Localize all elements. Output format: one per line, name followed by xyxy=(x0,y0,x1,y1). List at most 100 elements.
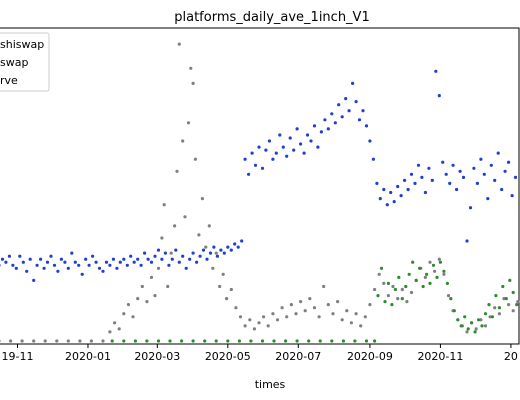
data-point-swap xyxy=(373,287,377,292)
data-point-swap xyxy=(20,339,24,343)
data-point-rve xyxy=(414,278,418,282)
data-point-swap xyxy=(238,315,243,319)
data-point-shiswap xyxy=(361,109,365,113)
data-point-swap xyxy=(262,315,266,319)
data-point-swap xyxy=(183,215,187,219)
x-tick-label: 2020-09 xyxy=(347,350,393,363)
data-point-shiswap xyxy=(250,151,254,155)
data-point-shiswap xyxy=(205,257,209,261)
data-point-shiswap xyxy=(0,264,1,267)
data-point-swap xyxy=(502,297,506,301)
data-point-shiswap xyxy=(94,260,98,264)
data-point-shiswap xyxy=(149,260,154,264)
data-point-swap xyxy=(221,272,225,276)
data-point-swap xyxy=(160,236,164,240)
data-point-swap xyxy=(191,81,195,85)
data-point-shiswap xyxy=(101,269,105,273)
data-point-swap xyxy=(516,300,520,304)
data-point-swap xyxy=(166,284,170,289)
data-point-shiswap xyxy=(292,148,296,152)
data-point-swap xyxy=(437,257,441,261)
data-point-shiswap xyxy=(35,263,39,267)
data-point-shiswap xyxy=(278,133,282,137)
data-point-rve xyxy=(307,339,311,343)
data-point-swap xyxy=(243,324,247,328)
data-point-shiswap xyxy=(104,260,109,264)
data-point-shiswap xyxy=(333,121,337,125)
data-point-shiswap xyxy=(396,184,400,189)
data-point-shiswap xyxy=(351,81,355,85)
data-point-shiswap xyxy=(153,254,157,258)
data-point-shiswap xyxy=(409,172,414,176)
data-point-shiswap xyxy=(441,160,445,164)
data-point-shiswap xyxy=(392,200,396,204)
data-point-shiswap xyxy=(496,151,500,155)
data-point-shiswap xyxy=(288,136,292,140)
data-point-shiswap xyxy=(493,178,497,182)
data-point-rve xyxy=(214,339,218,343)
data-point-rve xyxy=(470,321,474,325)
data-point-rve xyxy=(494,294,498,298)
data-point-swap xyxy=(442,272,446,276)
data-point-shiswap xyxy=(66,266,70,270)
data-point-rve xyxy=(145,339,149,343)
legend-entry-swap: swap xyxy=(0,56,28,69)
data-point-shiswap xyxy=(18,254,22,258)
data-point-rve xyxy=(418,266,422,270)
data-point-shiswap xyxy=(503,169,507,173)
data-point-rve xyxy=(341,339,345,343)
data-point-shiswap xyxy=(299,142,303,146)
x-axis-label: times xyxy=(255,378,286,391)
x-axis: 19-11 2020-01 2020-03 2020-05 2020-07 2020-09… xyxy=(2,344,518,363)
data-point-rve xyxy=(397,275,401,279)
data-point-rve xyxy=(400,297,404,301)
data-point-shiswap xyxy=(489,163,493,167)
data-point-rve xyxy=(203,339,207,343)
data-point-shiswap xyxy=(215,254,219,258)
data-point-shiswap xyxy=(399,194,403,198)
data-point-swap xyxy=(189,66,193,70)
data-point-shiswap xyxy=(84,257,88,261)
data-point-shiswap xyxy=(49,254,53,258)
data-point-rve xyxy=(156,339,161,343)
data-point-rve xyxy=(386,281,390,285)
data-point-shiswap xyxy=(177,260,181,264)
data-point-shiswap xyxy=(28,257,32,261)
data-point-rve xyxy=(497,306,501,310)
data-point-shiswap xyxy=(507,160,511,164)
data-point-swap xyxy=(211,266,215,270)
data-point-shiswap xyxy=(222,251,226,255)
data-point-shiswap xyxy=(257,145,261,149)
data-point-swap xyxy=(89,339,93,343)
data-point-swap xyxy=(493,306,497,310)
data-point-shiswap xyxy=(281,145,285,149)
data-point-shiswap xyxy=(146,257,150,261)
data-point-shiswap xyxy=(132,260,136,264)
data-point-shiswap xyxy=(63,260,67,264)
data-point-shiswap xyxy=(371,157,375,161)
data-point-shiswap xyxy=(0,257,5,261)
data-point-swap xyxy=(474,327,478,331)
data-point-shiswap xyxy=(354,100,358,104)
data-point-swap xyxy=(126,303,130,307)
data-point-swap xyxy=(423,275,427,279)
data-point-shiswap xyxy=(73,260,77,264)
data-point-rve xyxy=(511,290,515,295)
data-point-shiswap xyxy=(240,239,244,243)
series-swap xyxy=(0,42,520,343)
series-shiswap xyxy=(0,69,518,282)
data-point-swap xyxy=(131,315,135,319)
data-point-swap xyxy=(359,324,363,328)
data-point-shiswap xyxy=(316,145,320,149)
data-point-shiswap xyxy=(11,263,15,267)
data-point-shiswap xyxy=(118,260,122,264)
data-point-shiswap xyxy=(430,178,434,182)
data-point-shiswap xyxy=(364,124,369,128)
data-point-swap xyxy=(433,269,437,273)
data-point-shiswap xyxy=(305,133,310,137)
data-point-swap xyxy=(345,309,349,313)
data-point-swap xyxy=(234,306,238,310)
data-point-swap xyxy=(280,306,284,310)
data-point-rve xyxy=(480,324,484,328)
data-point-shiswap xyxy=(510,194,514,198)
